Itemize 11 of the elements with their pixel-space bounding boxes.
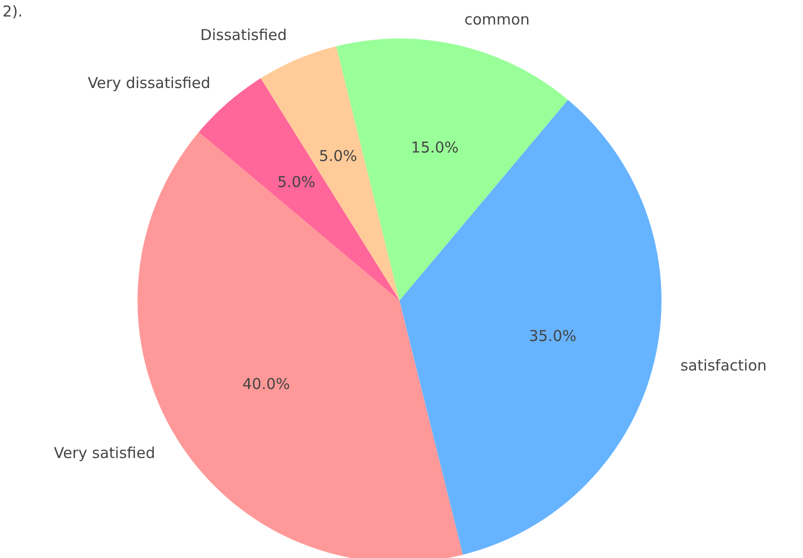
data-label: 15.0% (411, 138, 459, 156)
slice-label: satisfaction (680, 356, 767, 374)
data-label: 35.0% (528, 326, 576, 345)
slice-label: common (464, 10, 530, 29)
data-label: 40.0% (242, 374, 290, 393)
slice-label: Very dissatisfied (88, 74, 210, 92)
data-label: 5.0% (319, 146, 358, 165)
data-label: 5.0% (277, 172, 316, 191)
chart-title: 2). (2, 2, 23, 20)
slice-label: Dissatisfied (200, 26, 287, 44)
slice-label: Very satisfied (54, 444, 156, 462)
